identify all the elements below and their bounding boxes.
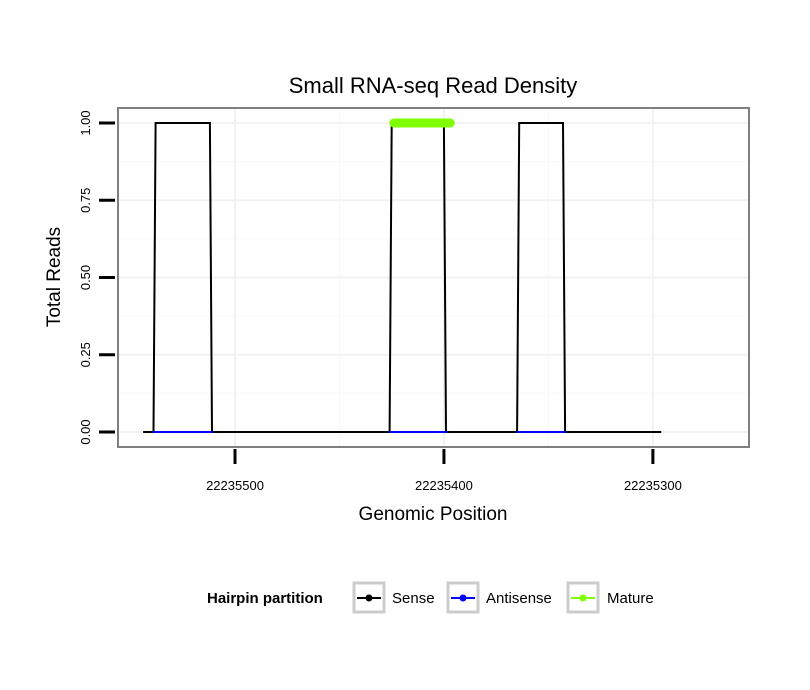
series-layer	[143, 118, 662, 433]
legend-point-antisense	[459, 594, 467, 602]
y-tick-label: 1.00	[78, 110, 93, 135]
y-tick-label: 0.75	[78, 188, 93, 213]
x-axis: 22235500 22235400 22235300	[206, 449, 682, 493]
chart-title: Small RNA-seq Read Density	[289, 73, 578, 98]
y-axis: 0.00 0.25 0.50 0.75 1.00	[78, 110, 115, 445]
x-tick-label: 22235300	[624, 478, 682, 493]
x-tick-label: 22235500	[206, 478, 264, 493]
legend-label-antisense: Antisense	[486, 590, 552, 607]
legend-point-mature	[579, 594, 587, 602]
legend-point-sense	[365, 594, 373, 602]
y-tick-label: 0.25	[78, 342, 93, 367]
legend-label-mature: Mature	[607, 590, 654, 607]
legend: Hairpin partition Sense Antisense Mature	[207, 581, 654, 614]
legend-title: Hairpin partition	[207, 590, 323, 607]
x-tick-label: 22235400	[415, 478, 473, 493]
y-tick-label: 0.50	[78, 265, 93, 290]
y-axis-title: Total Reads	[44, 227, 65, 327]
x-axis-title: Genomic Position	[359, 504, 508, 525]
y-tick-label: 0.00	[78, 419, 93, 444]
legend-label-sense: Sense	[392, 590, 435, 607]
